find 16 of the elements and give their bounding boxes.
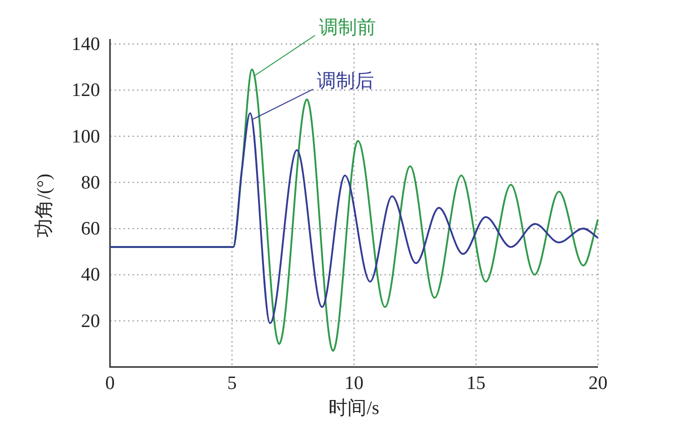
y-axis-title: 功角/(°) xyxy=(34,174,55,238)
y-tick-label: 20 xyxy=(81,310,100,332)
y-tick-label: 140 xyxy=(72,34,100,55)
x-axis-title: 时间/s xyxy=(328,398,380,419)
text: 调制后 xyxy=(317,71,374,92)
y-tick-label: 80 xyxy=(81,172,100,194)
y-tick-label: 120 xyxy=(72,80,100,102)
x-tick-label: 5 xyxy=(227,373,237,394)
x-tick-label: 10 xyxy=(344,373,364,394)
x-tick-label: 15 xyxy=(466,373,486,394)
text: 调制前 xyxy=(319,17,376,38)
y-tick-label: 60 xyxy=(81,218,100,240)
y-tick-label: 40 xyxy=(81,264,100,286)
x-tick-label: 0 xyxy=(105,373,115,394)
y-tick-label: 100 xyxy=(72,126,100,148)
x-tick-label: 20 xyxy=(588,373,608,394)
